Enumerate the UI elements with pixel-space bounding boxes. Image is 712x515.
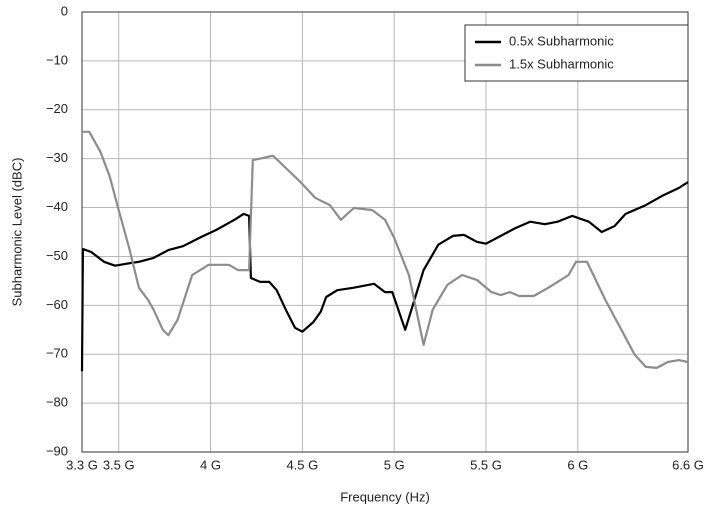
- legend-label: 1.5x Subharmonic: [509, 56, 614, 71]
- y-tick-label: −70: [46, 346, 68, 361]
- series-line: [80, 181, 689, 372]
- x-tick-label: 3.3 G: [66, 457, 98, 472]
- x-tick-label: 3.5 G: [103, 457, 135, 472]
- x-axis-title: Frequency (Hz): [340, 489, 430, 504]
- y-tick-label: −40: [46, 199, 68, 214]
- x-tick-label: 5 G: [384, 457, 405, 472]
- y-axis-title: Subharmonic Level (dBC): [9, 158, 24, 307]
- y-tick-label: −30: [46, 150, 68, 165]
- legend-box: [464, 24, 689, 82]
- y-tick-label: −50: [46, 248, 68, 263]
- x-tick-label: 5.5 G: [470, 457, 502, 472]
- series-line: [82, 130, 689, 369]
- x-tick-label: 6 G: [567, 457, 588, 472]
- y-tick-label: −20: [46, 101, 68, 116]
- y-tick-label: −10: [46, 52, 68, 67]
- y-tick-label: −60: [46, 297, 68, 312]
- y-tick-label: −80: [46, 395, 68, 410]
- y-tick-label: 0: [61, 3, 68, 18]
- plot-frame: [81, 11, 689, 453]
- legend-label: 0.5x Subharmonic: [509, 33, 614, 48]
- x-tick-label: 4 G: [200, 457, 221, 472]
- x-tick-label: 6.6 G: [672, 457, 704, 472]
- y-tick-label: −90: [46, 443, 68, 458]
- x-tick-label: 4.5 G: [286, 457, 318, 472]
